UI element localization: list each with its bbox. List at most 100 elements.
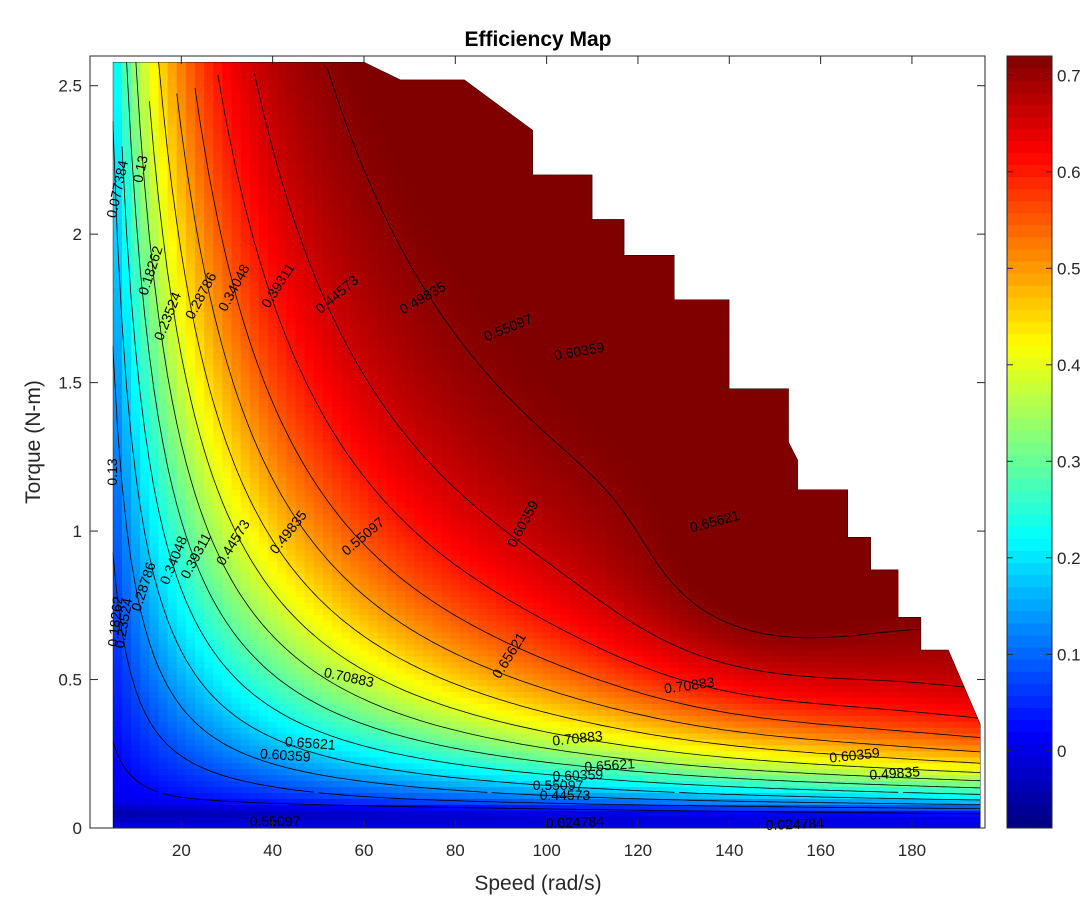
heatmap-cell: [432, 198, 443, 206]
heatmap-cell: [322, 822, 333, 828]
heatmap-cell: [249, 145, 260, 152]
heatmap-cell: [140, 73, 150, 81]
heatmap-cell: [140, 762, 150, 770]
heatmap-cell: [423, 459, 434, 467]
heatmap-cell: [332, 323, 342, 330]
heatmap-cell: [441, 471, 452, 479]
heatmap-cell: [222, 228, 233, 235]
heatmap-cell: [395, 299, 406, 307]
heatmap-cell: [332, 732, 342, 740]
heatmap-cell: [423, 222, 434, 229]
heatmap-cell: [377, 299, 388, 307]
heatmap-cell: [167, 715, 178, 722]
heatmap-cell: [121, 263, 132, 271]
heatmap-cell: [258, 655, 269, 663]
heatmap-cell: [258, 614, 269, 621]
heatmap-cell: [268, 703, 278, 710]
heatmap-cell: [149, 186, 160, 194]
heatmap-cell: [377, 186, 388, 194]
heatmap-cell: [332, 519, 342, 526]
heatmap-cell: [176, 382, 187, 390]
heatmap-cell: [167, 507, 178, 514]
heatmap-cell: [158, 531, 169, 538]
heatmap-cell: [195, 620, 205, 627]
heatmap-cell: [112, 192, 123, 200]
heatmap-cell: [149, 513, 160, 520]
heatmap-cell: [332, 786, 342, 793]
heatmap-cell: [121, 477, 132, 485]
heatmap-cell: [405, 436, 415, 443]
heatmap-cell: [368, 655, 379, 663]
heatmap-cell: [423, 477, 434, 485]
heatmap-cell: [222, 691, 233, 698]
heatmap-cell: [231, 180, 242, 188]
heatmap-cell: [204, 715, 214, 722]
heatmap-cell: [258, 649, 269, 657]
heatmap-cell: [158, 352, 169, 360]
heatmap-cell: [304, 317, 315, 324]
heatmap-cell: [112, 109, 123, 116]
heatmap-cell: [222, 305, 233, 312]
heatmap-cell: [450, 661, 461, 669]
heatmap-cell: [204, 192, 214, 200]
heatmap-cell: [158, 477, 169, 485]
heatmap-cell: [240, 346, 251, 354]
heatmap-cell: [185, 590, 196, 597]
heatmap-cell: [149, 346, 160, 354]
heatmap-cell: [368, 186, 379, 194]
heatmap-cell: [450, 293, 461, 301]
heatmap-cell: [231, 376, 242, 384]
heatmap-cell: [359, 768, 370, 776]
heatmap-cell: [131, 483, 141, 491]
heatmap-cell: [231, 447, 242, 455]
heatmap-cell: [176, 483, 187, 491]
heatmap-cell: [432, 418, 443, 425]
heatmap-cell: [249, 762, 260, 770]
heatmap-cell: [131, 329, 141, 336]
heatmap-cell: [313, 774, 324, 782]
heatmap-cell: [313, 287, 324, 295]
heatmap-cell: [195, 691, 205, 698]
heatmap-cell: [167, 323, 178, 330]
heatmap-cell: [185, 376, 196, 384]
heatmap-cell: [258, 596, 269, 603]
heatmap-cell: [158, 822, 169, 828]
heatmap-cell: [450, 121, 461, 128]
heatmap-cell: [377, 275, 388, 283]
heatmap-cell: [149, 335, 160, 342]
heatmap-cell: [249, 246, 260, 253]
heatmap-cell: [414, 513, 424, 520]
heatmap-cell: [185, 91, 196, 99]
heatmap-cell: [295, 804, 306, 811]
heatmap-cell: [277, 697, 287, 704]
heatmap-cell: [195, 804, 205, 811]
heatmap-cell: [176, 548, 187, 556]
heatmap-cell: [332, 216, 342, 223]
heatmap-cell: [149, 121, 160, 128]
heatmap-cell: [158, 643, 169, 651]
heatmap-cell: [450, 335, 461, 342]
heatmap-cell: [240, 228, 251, 235]
heatmap-cell: [322, 352, 333, 360]
heatmap-cell: [313, 382, 324, 390]
heatmap-cell: [286, 388, 297, 396]
heatmap-cell: [405, 376, 415, 384]
heatmap-cell: [140, 246, 150, 253]
heatmap-cell: [149, 744, 160, 752]
heatmap-cell: [304, 495, 315, 502]
heatmap-cell: [268, 554, 278, 562]
heatmap-cell: [249, 180, 260, 188]
heatmap-cell: [213, 281, 224, 289]
heatmap-cell: [222, 335, 233, 342]
heatmap-cell: [204, 394, 214, 402]
heatmap-cell: [176, 311, 187, 318]
heatmap-cell: [140, 798, 150, 805]
heatmap-cell: [249, 519, 260, 526]
heatmap-cell: [377, 679, 388, 687]
heatmap-cell: [405, 519, 415, 526]
heatmap-cell: [359, 430, 370, 437]
heatmap-cell: [213, 115, 224, 122]
heatmap-cell: [158, 709, 169, 716]
heatmap-cell: [295, 210, 306, 217]
heatmap-cell: [195, 566, 205, 574]
